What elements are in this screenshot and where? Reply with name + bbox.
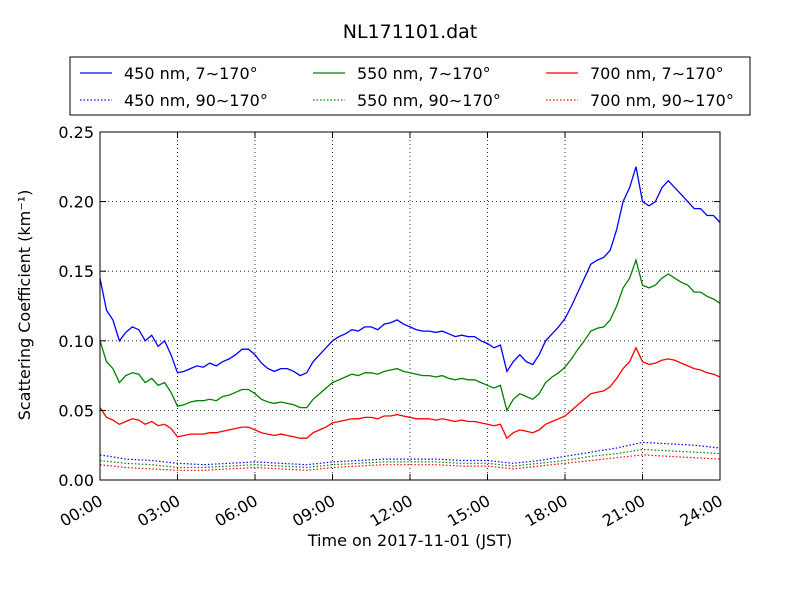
legend-label-3: 450 nm, 90∼170° (124, 91, 268, 110)
series-line-1 (99, 257, 721, 413)
y-tick-label: 0.00 (58, 471, 94, 490)
y-tick-label: 0.05 (58, 401, 94, 420)
legend-label-0: 450 nm, 7∼170° (124, 64, 258, 83)
y-tick-label: 0.10 (58, 332, 94, 351)
x-axis-label: Time on 2017-11-01 (JST) (307, 531, 512, 550)
series-line-0 (99, 166, 721, 377)
series-line-5 (99, 454, 721, 471)
legend-label-4: 550 nm, 90∼170° (357, 91, 501, 110)
series-line-3 (99, 441, 721, 466)
legend-label-2: 700 nm, 7∼170° (590, 64, 724, 83)
y-tick-label: 0.20 (58, 193, 94, 212)
legend: 450 nm, 7∼170° 450 nm, 90∼170° 550 nm, 7∼1… (69, 56, 751, 116)
legend-label-5: 700 nm, 90∼170° (590, 91, 734, 110)
legend-label-1: 550 nm, 7∼170° (357, 64, 491, 83)
series-line-2 (99, 346, 721, 440)
y-axis-label: Scattering Coefficient (km⁻¹) (15, 190, 34, 421)
y-tick-label: 0.15 (58, 262, 94, 281)
y-tick-label: 0.25 (58, 123, 94, 142)
legend-box (69, 56, 751, 116)
chart-title: NL171101.dat (343, 21, 478, 43)
series-line-4 (99, 448, 721, 469)
